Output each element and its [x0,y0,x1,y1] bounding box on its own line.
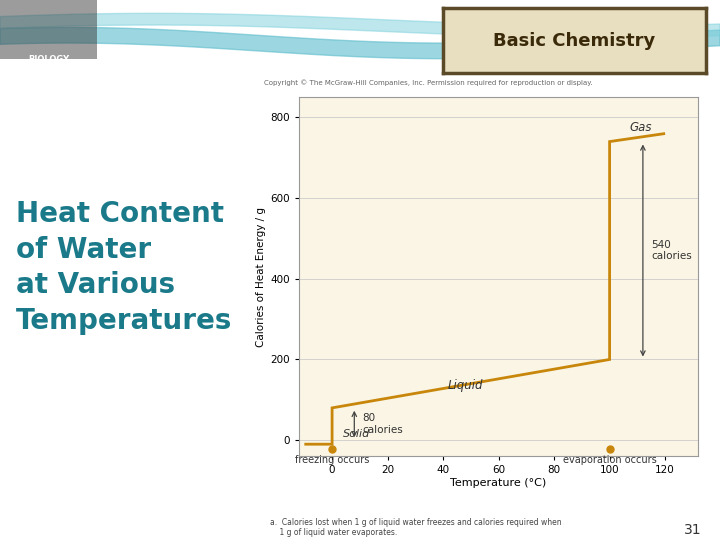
Text: a.  Calories lost when 1 g of liquid water freezes and calories required when
  : a. Calories lost when 1 g of liquid wate… [270,518,562,537]
Text: Heat Content
of Water
at Various
Temperatures: Heat Content of Water at Various Tempera… [16,200,232,335]
Text: freezing occurs: freezing occurs [295,456,369,465]
Bar [0,0,97,59]
Text: Liquid: Liquid [448,379,483,392]
Text: Basic Chemistry: Basic Chemistry [493,31,655,50]
Text: 80
calories: 80 calories [363,413,403,435]
Text: 31: 31 [685,523,702,537]
Text: Copyright © The McGraw-Hill Companies, Inc. Permission required for reproduction: Copyright © The McGraw-Hill Companies, I… [264,79,593,86]
Text: Gas: Gas [629,121,652,134]
Text: Solid: Solid [343,429,371,440]
Y-axis label: Calories of Heat Energy / g: Calories of Heat Energy / g [256,207,266,347]
Text: BIOLOGY: BIOLOGY [28,55,69,64]
X-axis label: Temperature (°C): Temperature (°C) [451,478,546,488]
Text: 540
calories: 540 calories [651,240,692,261]
Text: evaporation occurs: evaporation occurs [563,456,657,465]
